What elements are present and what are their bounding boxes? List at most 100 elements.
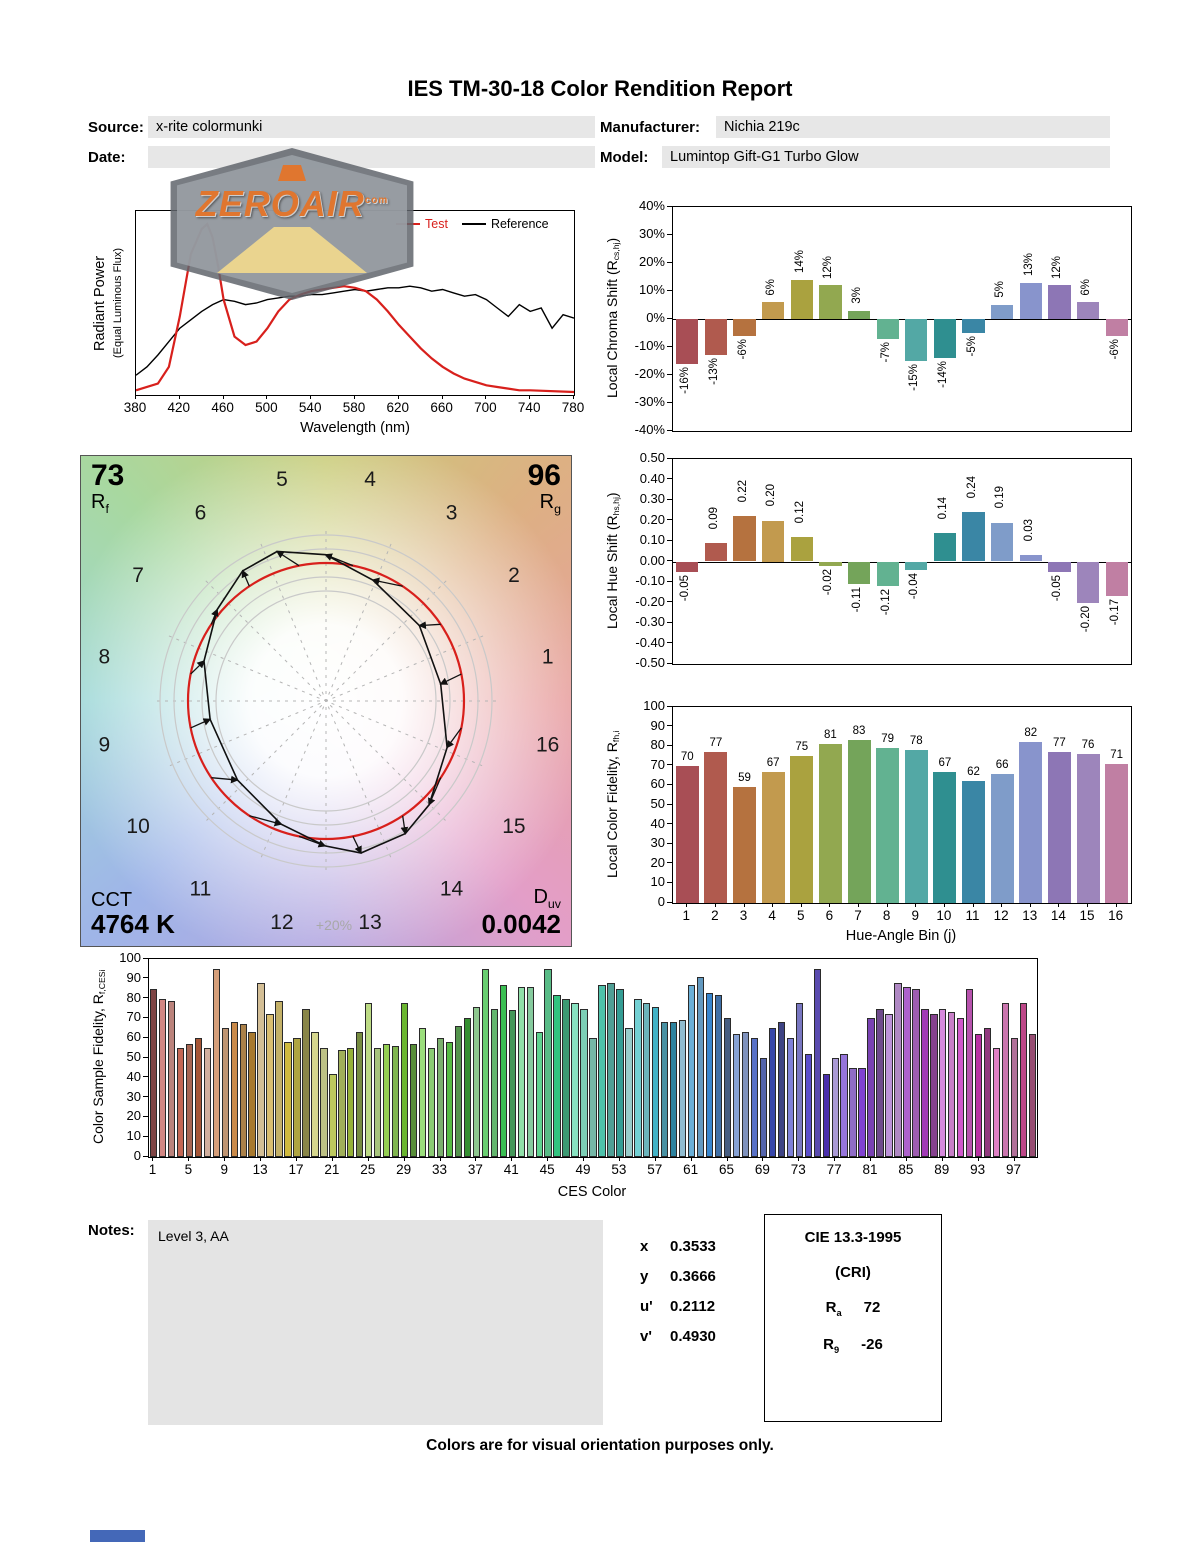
tick-mark [1029,903,1031,907]
y-tick-label: -20% [634,366,665,381]
fidelity-xtick: 8 [882,908,891,923]
bar-ces [302,1008,310,1157]
spd-xtick: 740 [517,400,541,415]
bar-ces [777,1022,786,1157]
ces-xtick: 77 [826,1162,842,1177]
bar-ces [1010,1038,1019,1157]
cvg-shift-arrow [249,815,283,827]
y-tick-label: 90 [126,969,141,985]
cvg-bin-label: 16 [536,734,559,757]
bar-value-label: 77 [709,737,723,750]
tick-mark [1115,903,1117,907]
fidelity-xtick: 3 [739,908,748,923]
y-tick-label: -40% [634,422,665,437]
y-tick-label: -0.40 [635,634,665,650]
tick-mark [143,997,148,999]
bar-ces [400,1002,409,1157]
bar-ces [804,1054,812,1157]
spd-xtick: 620 [386,400,410,415]
tick-mark [143,1115,148,1117]
tick-mark [178,395,180,399]
cvg-shift-arrow [211,775,239,784]
bar-value-label: -13% [707,358,720,386]
ra-label: Ra [825,1299,842,1318]
spd-xtick: 540 [298,400,322,415]
ces-xtick: 93 [970,1162,986,1177]
chromaticity-v: v' 0.4930 [640,1328,716,1345]
ces-xtick: 1 [148,1162,157,1177]
bar-value-label: 12% [822,255,835,279]
tick-mark [667,662,672,664]
bar-ces [840,1054,848,1157]
bar-value-label: -0.17 [1108,599,1121,626]
cvg-grid-circle [201,576,451,826]
ces-xtick: 89 [934,1162,950,1177]
tick-mark [618,1157,620,1161]
tick-mark [667,744,672,746]
bar-ces [795,1002,803,1157]
bar-value-label: 82 [1024,727,1038,740]
bar-ces [912,988,920,1157]
bar-ces [365,1002,373,1157]
bar-ces [374,1048,382,1157]
tick-mark [143,977,148,979]
cvg-bin-label: 10 [126,815,149,838]
bar-value-label: 59 [738,772,751,785]
logo-text: ZEROAIRcom [195,183,389,224]
chromaticity-x: x 0.3533 [640,1238,716,1255]
y-tick-label: 100 [119,950,141,965]
bar-fidelity [704,752,728,903]
cvg-reference-circle [186,561,466,841]
tick-mark [475,1157,477,1161]
tick-mark [667,705,672,707]
cvg-grid-circle [159,534,493,868]
ces-ylabel: Color Sample Fidelity, Rf,CESi [90,969,107,1145]
bar-chroma [676,319,699,364]
bar-ces [625,1028,633,1157]
y-tick-label: 0.00 [639,552,665,568]
bar-ces [203,1048,211,1157]
bar-ces [589,1038,597,1157]
bar-ces [445,1042,454,1157]
cri-box: CIE 13.3-1995 (CRI) Ra 72 R9 -26 [764,1214,942,1422]
tick-mark [152,1157,154,1161]
bar-value-label: 12% [1051,255,1064,279]
spd-ylabel-sub: (Equal Luminous Flux) [112,247,124,359]
y-tick-label: 20% [638,254,665,269]
y-tick-label: -0.10 [635,573,665,588]
bar-hue [933,532,957,562]
bar-ces [517,986,525,1157]
spd-reference-curve [135,285,575,376]
tick-mark [800,903,802,907]
cvg-bin-label: 8 [98,645,110,668]
cvg-shift-arrow [190,660,205,675]
tick-mark [726,1157,728,1161]
bar-value-label: -14% [936,361,949,389]
bar-chroma [704,319,728,356]
y-tick-label: 10% [638,282,665,297]
y-tick-label: 80 [126,989,141,1005]
tick-mark [547,1157,549,1161]
bar-fidelity [933,771,957,903]
spd-xtick: 420 [167,400,191,415]
y-tick-label: 50 [650,796,665,811]
tick-mark [667,725,672,727]
tick-mark [858,903,860,907]
tick-mark [667,401,672,403]
ces-xtick: 41 [503,1162,519,1177]
bar-fidelity [761,771,785,903]
tick-mark [1001,903,1003,907]
bar-chroma [905,319,928,361]
bar-ces [849,1067,857,1157]
bar-ces [347,1048,355,1157]
plot-ces [148,958,1038,1158]
bar-ces [436,1038,445,1157]
tick-mark [367,1157,369,1161]
bar-value-label: 0.20 [765,484,778,507]
fidelity-xtick: 11 [965,908,980,923]
bar-hue [819,561,842,566]
bar-ces [607,982,615,1157]
cvg-shift-arrow [210,608,219,625]
tick-mark [1058,903,1060,907]
